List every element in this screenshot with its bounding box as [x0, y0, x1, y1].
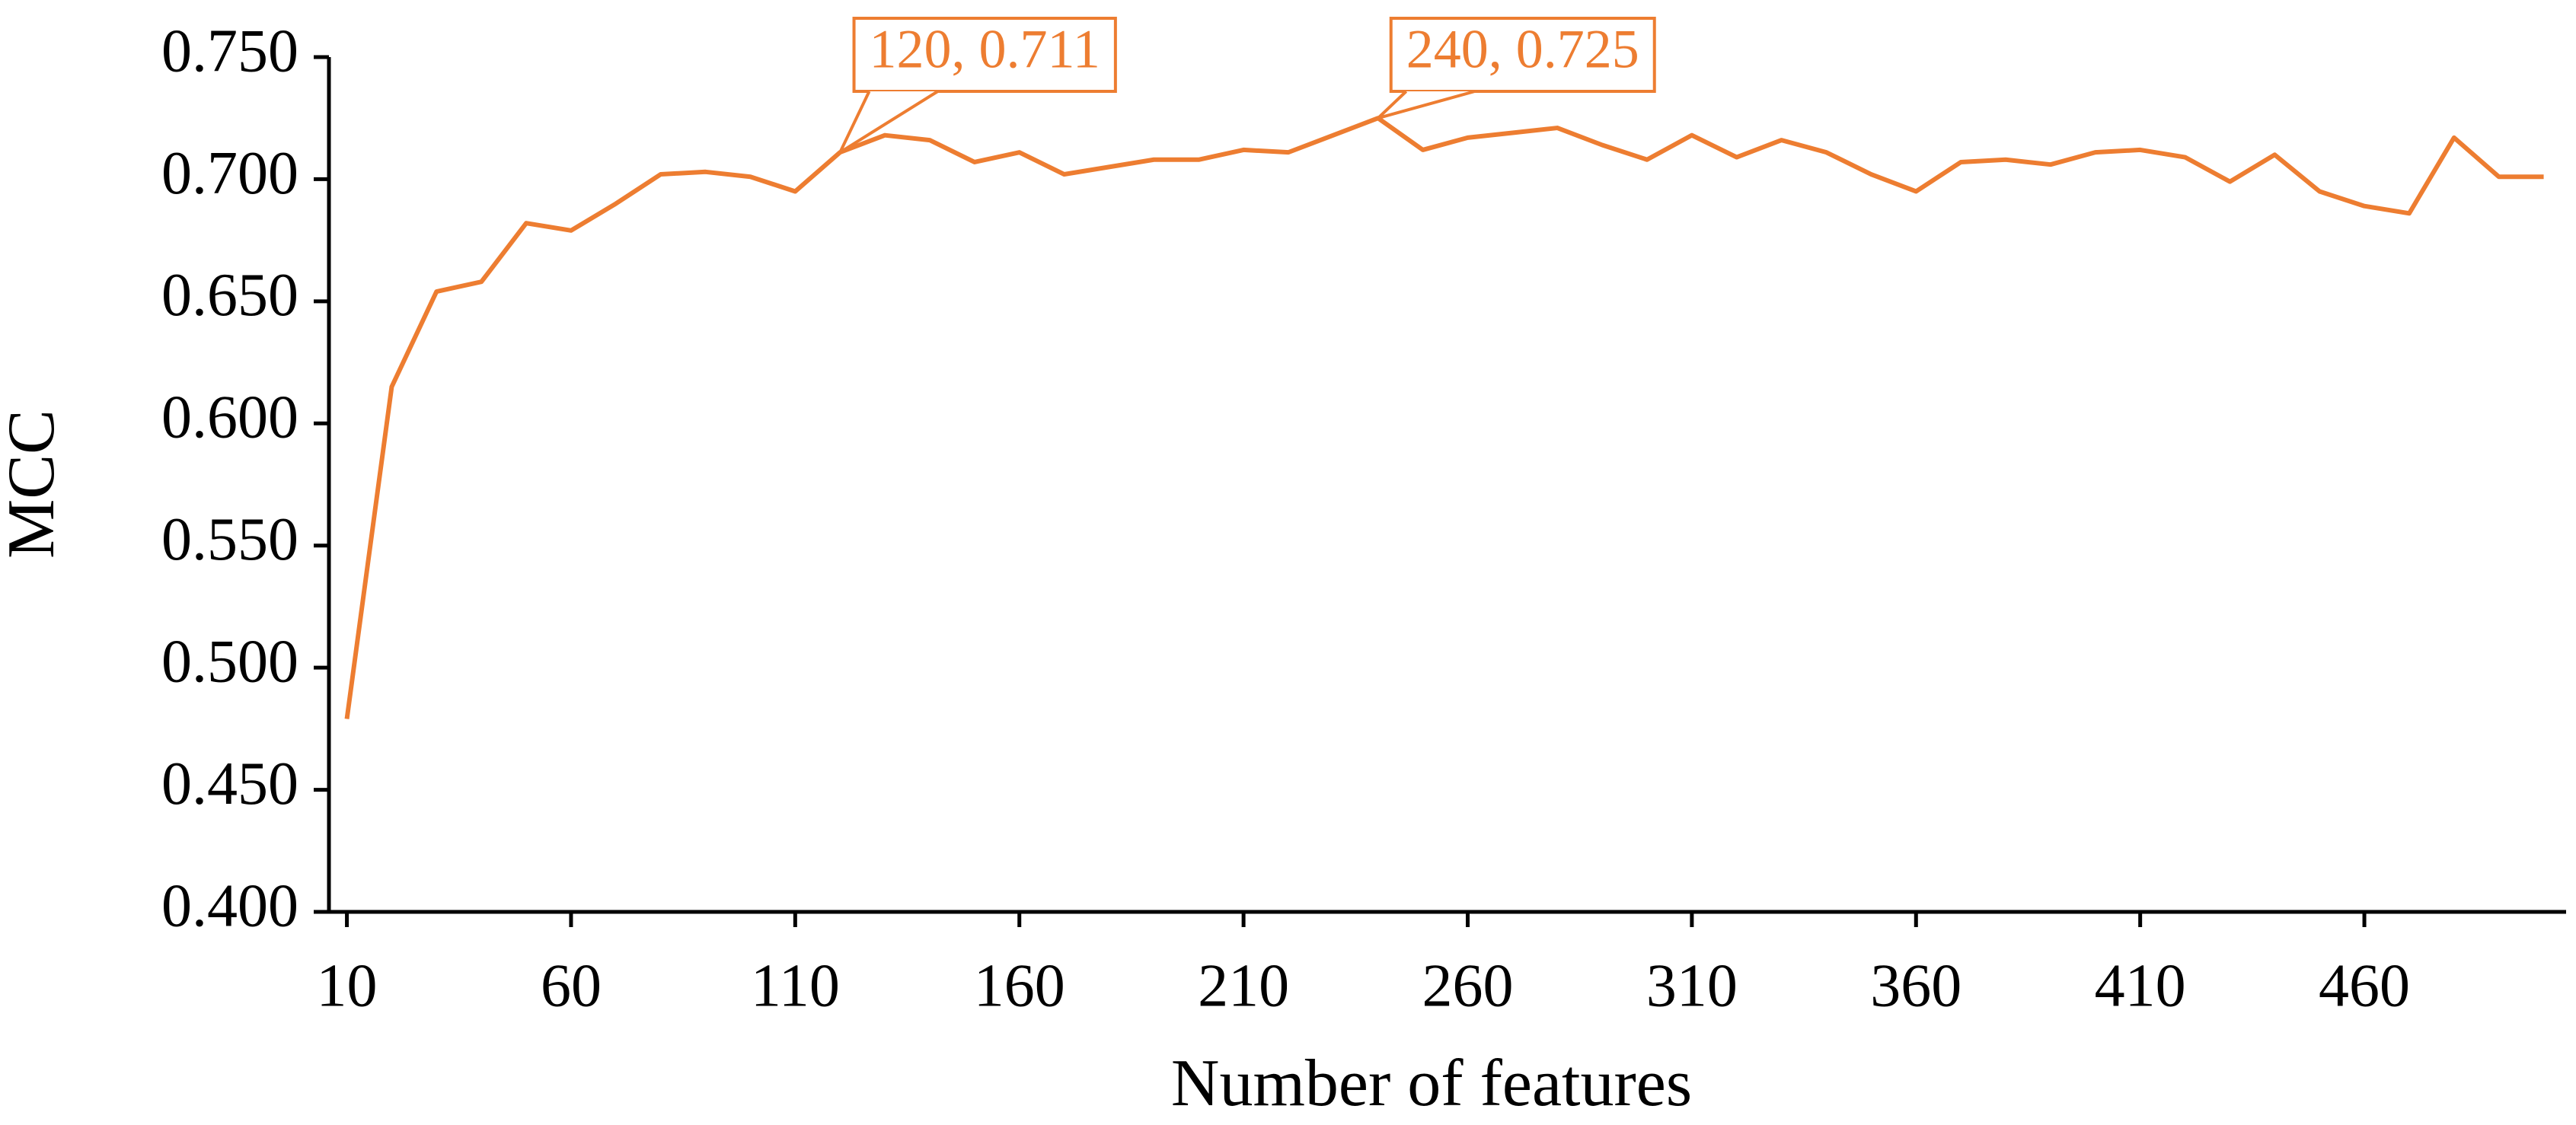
y-tick-label: 0.450 [161, 751, 298, 817]
x-tick-label: 260 [1422, 952, 1513, 1019]
data-line [344, 116, 2544, 719]
annotation-pointer [836, 90, 939, 157]
x-tick-label: 360 [1870, 952, 1962, 1019]
y-tick-label: 0.650 [161, 262, 298, 329]
y-tick-label: 0.750 [161, 18, 298, 84]
x-tick-label: 60 [541, 952, 602, 1019]
x-tick-label: 410 [2095, 952, 2186, 1019]
annotation-label: 240, 0.725 [1406, 19, 1639, 80]
y-tick-label: 0.400 [161, 872, 298, 939]
annotation-label: 120, 0.711 [870, 19, 1100, 80]
annotation-box [852, 17, 1117, 93]
y-tick-label: 0.550 [161, 506, 298, 573]
x-tick-label: 460 [2319, 952, 2410, 1019]
x-tick-label: 110 [751, 952, 840, 1019]
x-tick-label: 10 [317, 952, 378, 1019]
annotation-pointer [1377, 90, 1476, 120]
x-tick-label: 160 [974, 952, 1065, 1019]
y-axis-title: MCC [0, 410, 69, 559]
y-tick-label: 0.700 [161, 140, 298, 207]
x-tick-label: 310 [1646, 952, 1738, 1019]
annotation-box [1389, 17, 1656, 93]
x-tick-label: 210 [1198, 952, 1289, 1019]
y-tick-label: 0.600 [161, 384, 298, 451]
y-tick-label: 0.500 [161, 629, 298, 696]
x-axis-title: Number of features [1171, 1047, 1692, 1120]
